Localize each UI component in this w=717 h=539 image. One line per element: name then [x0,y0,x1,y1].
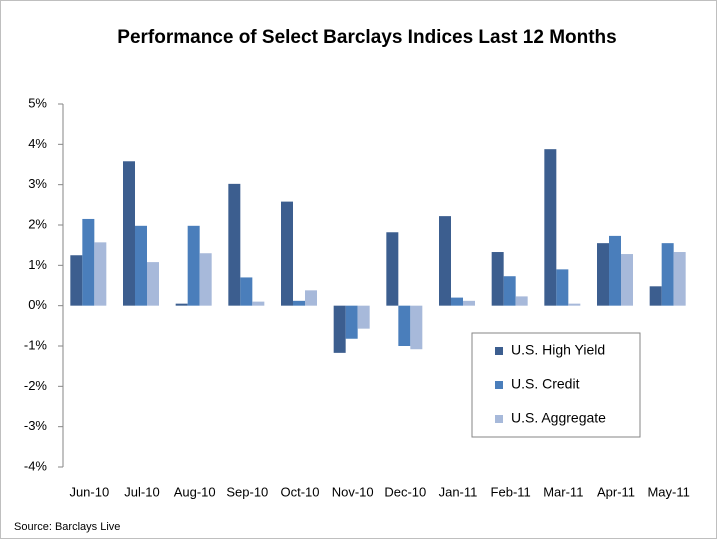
bar [135,225,147,306]
bar [305,290,317,306]
bar [228,183,241,306]
bar [410,305,423,350]
bar [70,255,83,306]
bar [451,297,463,306]
bar [94,242,107,306]
bar [609,235,621,306]
bar [544,149,557,306]
bar [597,243,609,306]
x-tick-label: May-11 [647,484,689,499]
bar [439,216,451,306]
bar [386,232,399,306]
x-tick-label: Feb-11 [491,484,531,499]
x-tick-label: Dec-10 [384,484,426,499]
x-tick-label: Jun-10 [69,484,109,499]
legend-label: U.S. High Yield [511,342,605,358]
bar [293,300,305,306]
bar [333,305,346,353]
bar [463,300,475,306]
bar [491,252,504,306]
bar [673,252,686,306]
x-tick-label: Oct-10 [280,484,319,499]
y-tick-label: -1% [24,337,48,352]
x-tick-label: Sep-10 [226,484,268,499]
y-tick-label: 4% [28,136,47,151]
bar [345,305,358,339]
legend-swatch [495,415,503,423]
y-tick-label: 1% [28,257,47,272]
bar [240,277,253,306]
bar [199,253,212,306]
bar [515,296,528,306]
y-tick-label: 0% [28,297,47,312]
bar [147,262,159,306]
bar [568,303,581,306]
y-tick-label: -2% [24,378,48,393]
bar [649,286,662,306]
x-tick-label: Aug-10 [174,484,216,499]
bar [357,305,370,329]
bar [187,225,200,306]
bar [252,301,265,306]
y-tick-label: -3% [24,418,48,433]
bar [175,303,188,306]
legend-label: U.S. Credit [511,376,580,392]
bar [123,161,135,306]
chart-title: Performance of Select Barclays Indices L… [117,27,616,48]
legend-swatch [495,347,503,355]
x-tick-label: Jul-10 [124,484,159,499]
bar [82,218,95,306]
legend-swatch [495,381,503,389]
bar [398,305,411,346]
bar [621,254,633,306]
bar [503,276,516,306]
bar [281,201,293,306]
y-tick-label: 3% [28,176,47,191]
legend-label: U.S. Aggregate [511,410,606,426]
bar [556,269,569,306]
x-tick-label: Mar-11 [543,484,583,499]
bar [661,243,674,306]
y-tick-label: -4% [24,458,48,473]
x-tick-label: Nov-10 [332,484,374,499]
x-tick-label: Apr-11 [597,484,635,499]
y-tick-label: 2% [28,216,47,231]
source-note: Source: Barclays Live [14,521,120,533]
x-tick-label: Jan-11 [439,484,478,499]
y-tick-label: 5% [28,95,47,110]
